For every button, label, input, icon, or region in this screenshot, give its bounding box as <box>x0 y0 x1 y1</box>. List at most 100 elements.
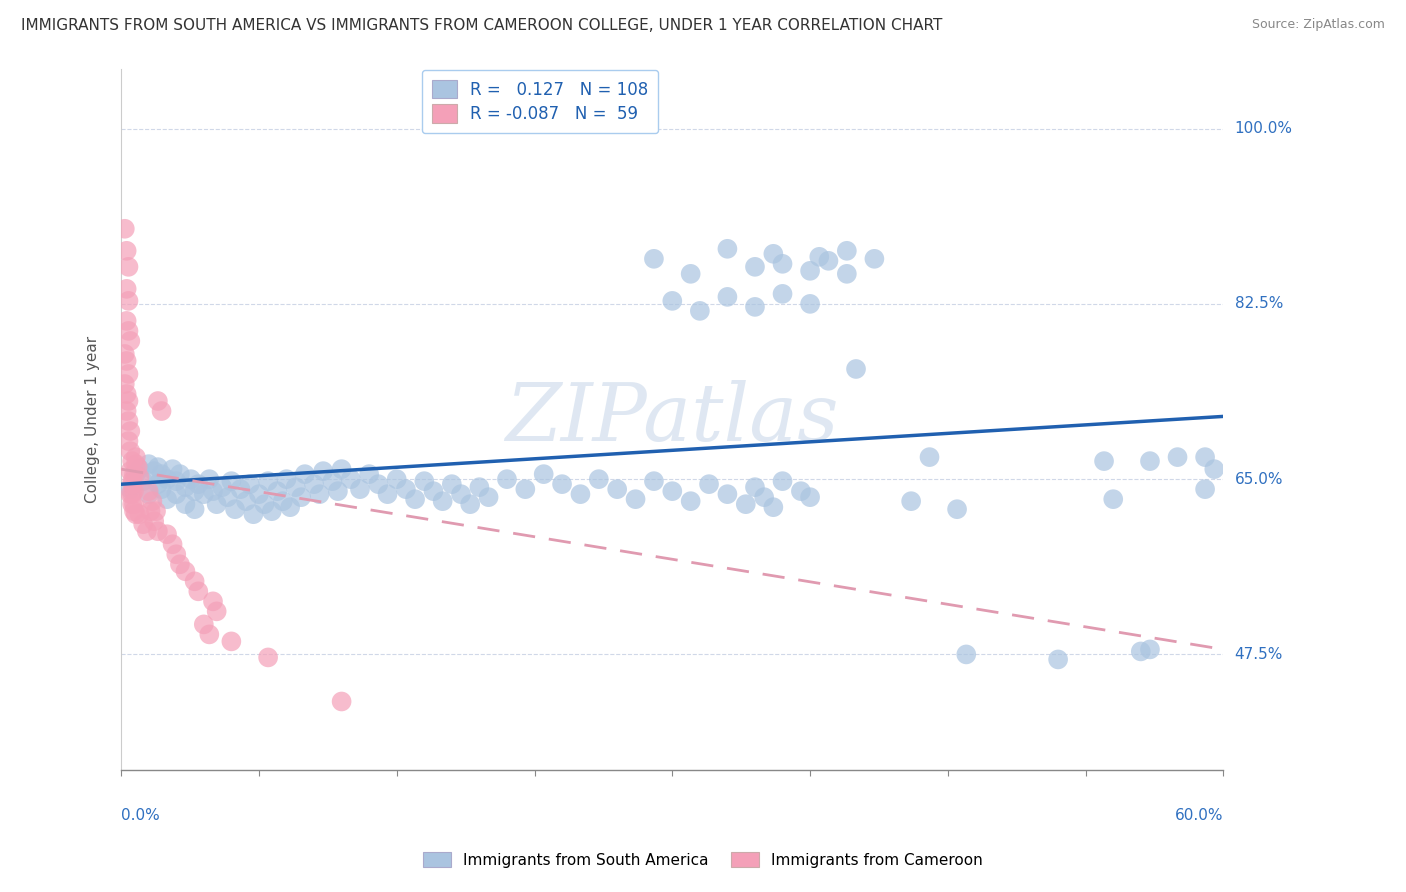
Point <box>201 484 224 499</box>
Point <box>162 462 184 476</box>
Point <box>266 484 288 499</box>
Point <box>716 290 738 304</box>
Point <box>679 494 702 508</box>
Text: 82.5%: 82.5% <box>1234 296 1282 311</box>
Point <box>141 494 163 508</box>
Point <box>716 487 738 501</box>
Point <box>817 253 839 268</box>
Text: 65.0%: 65.0% <box>1234 472 1284 487</box>
Point <box>120 482 142 496</box>
Point <box>1194 482 1216 496</box>
Point <box>413 474 436 488</box>
Point <box>115 282 138 296</box>
Point <box>863 252 886 266</box>
Point <box>235 494 257 508</box>
Point <box>121 497 143 511</box>
Point <box>330 694 353 708</box>
Point <box>799 490 821 504</box>
Point <box>187 584 209 599</box>
Point <box>1194 450 1216 464</box>
Point <box>205 497 228 511</box>
Point <box>697 477 720 491</box>
Point <box>551 477 574 491</box>
Point <box>367 477 389 491</box>
Point <box>114 221 136 235</box>
Point <box>239 477 262 491</box>
Point <box>533 467 555 482</box>
Point <box>284 480 307 494</box>
Legend: Immigrants from South America, Immigrants from Cameroon: Immigrants from South America, Immigrant… <box>416 844 990 875</box>
Point <box>349 482 371 496</box>
Point <box>257 650 280 665</box>
Point <box>120 464 142 478</box>
Point <box>115 404 138 418</box>
Point <box>450 487 472 501</box>
Point <box>643 252 665 266</box>
Point <box>127 460 149 475</box>
Point <box>125 450 148 464</box>
Point <box>515 482 537 496</box>
Point <box>359 467 381 482</box>
Point <box>143 514 166 528</box>
Point <box>138 484 160 499</box>
Point <box>689 304 711 318</box>
Point <box>1139 454 1161 468</box>
Text: ZIPatlas: ZIPatlas <box>506 380 839 458</box>
Point <box>477 490 499 504</box>
Point <box>117 293 139 308</box>
Point <box>946 502 969 516</box>
Point <box>121 454 143 468</box>
Point <box>772 474 794 488</box>
Point <box>122 504 145 518</box>
Point <box>132 517 155 532</box>
Point <box>117 414 139 428</box>
Point <box>458 497 481 511</box>
Text: 0.0%: 0.0% <box>121 808 160 823</box>
Point <box>125 507 148 521</box>
Point <box>174 564 197 578</box>
Point <box>125 467 148 482</box>
Point <box>146 524 169 539</box>
Point <box>128 462 150 476</box>
Point <box>290 490 312 504</box>
Point <box>138 457 160 471</box>
Point <box>278 500 301 515</box>
Point <box>918 450 941 464</box>
Point <box>183 484 205 499</box>
Point <box>145 504 167 518</box>
Point <box>496 472 519 486</box>
Point <box>744 480 766 494</box>
Point <box>150 404 173 418</box>
Point <box>146 477 169 491</box>
Point <box>146 460 169 475</box>
Point <box>257 474 280 488</box>
Point <box>432 494 454 508</box>
Text: 47.5%: 47.5% <box>1234 647 1282 662</box>
Point <box>150 482 173 496</box>
Point <box>330 462 353 476</box>
Point <box>606 482 628 496</box>
Point <box>385 472 408 486</box>
Point <box>422 484 444 499</box>
Point <box>253 497 276 511</box>
Point <box>1204 462 1226 476</box>
Point <box>835 267 858 281</box>
Point <box>229 482 252 496</box>
Point <box>799 264 821 278</box>
Point <box>120 444 142 458</box>
Point <box>1139 642 1161 657</box>
Point <box>339 472 361 486</box>
Point <box>183 574 205 589</box>
Point <box>754 490 776 504</box>
Point <box>165 547 187 561</box>
Point <box>169 558 191 572</box>
Point <box>271 494 294 508</box>
Point <box>643 474 665 488</box>
Point <box>121 487 143 501</box>
Point <box>247 487 270 501</box>
Point <box>624 492 647 507</box>
Point <box>156 472 179 486</box>
Point <box>114 347 136 361</box>
Point <box>716 242 738 256</box>
Point <box>224 502 246 516</box>
